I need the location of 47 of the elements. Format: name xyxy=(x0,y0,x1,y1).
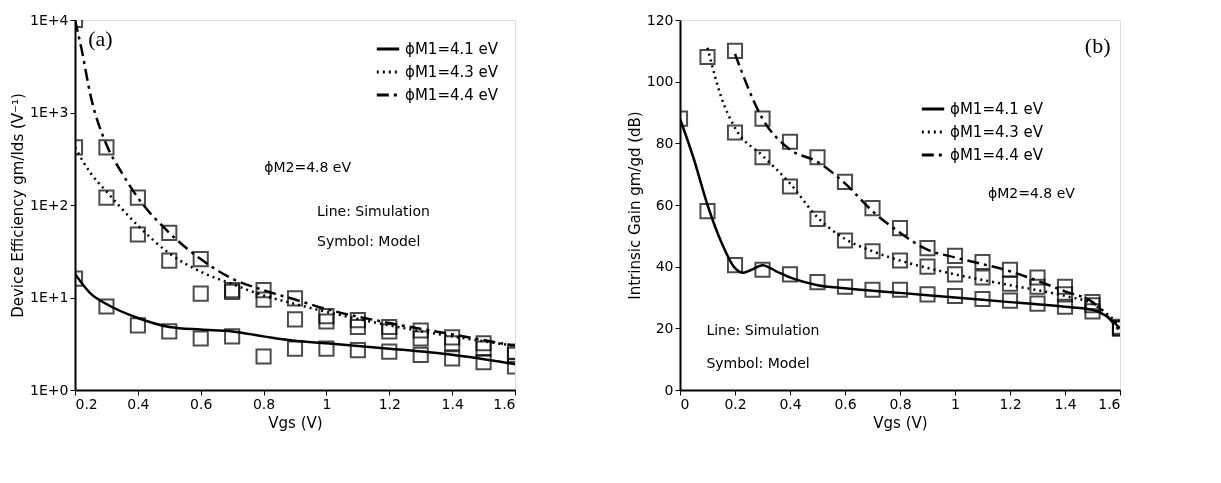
x-tick-label: 1.6 xyxy=(493,395,516,412)
x-tick-label: 0 xyxy=(680,395,690,412)
x-tick-label: 1.6 xyxy=(1098,395,1121,412)
y-tick-label: 120 xyxy=(646,11,674,28)
y-tick-label: 1E+2 xyxy=(30,196,69,213)
y-axis-title: Device Efficiency gm/Ids (V⁻¹) xyxy=(9,93,28,318)
x-tick-label: 0.6 xyxy=(190,395,213,412)
y-tick-label: 1E+1 xyxy=(30,289,69,305)
y-tick-label: 20 xyxy=(655,319,674,336)
y-tick-label: 40 xyxy=(655,258,674,275)
x-tick-label: 0.6 xyxy=(834,395,857,412)
y-tick-label: 1E+0 xyxy=(30,381,69,398)
annotation: Line: Simulation xyxy=(706,321,820,338)
x-tick-label: 1.2 xyxy=(378,395,401,412)
annotation: ϕM2=4.8 eV xyxy=(988,184,1076,201)
legend-label: ϕM1=4.4 eV xyxy=(405,86,499,104)
x-tick-label: 1.4 xyxy=(1054,395,1077,412)
legend-label: ϕM1=4.1 eV xyxy=(405,40,499,58)
x-tick-label: 1 xyxy=(322,395,332,412)
legend-label: ϕM1=4.3 eV xyxy=(405,63,499,81)
y-tick-label: 1E+4 xyxy=(30,11,69,28)
annotation: Symbol: Model xyxy=(317,233,421,249)
x-axis-title: Vgs (V) xyxy=(873,413,928,432)
x-tick-label: 0.8 xyxy=(889,395,912,412)
y-tick-label: 1E+3 xyxy=(30,104,69,120)
x-tick-label: 1.2 xyxy=(999,395,1022,412)
legend-label: ϕM1=4.4 eV xyxy=(950,146,1044,164)
annotation: Symbol: Model xyxy=(706,355,810,372)
x-tick-label: 0.2 xyxy=(75,395,98,412)
y-axis-title: Intrinsic Gain gm/gd (dB) xyxy=(625,111,644,300)
annotation: (a) xyxy=(88,25,113,51)
y-tick-label: 100 xyxy=(646,73,674,90)
annotation: (b) xyxy=(1084,32,1111,58)
annotation: Line: Simulation xyxy=(317,203,430,220)
y-tick-label: 80 xyxy=(655,134,674,151)
x-axis-title: Vgs (V) xyxy=(268,413,323,432)
legend-label: ϕM1=4.3 eV xyxy=(950,123,1044,141)
annotation: ϕM2=4.8 eV xyxy=(264,159,352,175)
x-tick-label: 0.4 xyxy=(127,395,150,412)
x-tick-label: 0.8 xyxy=(252,395,276,412)
legend-label: ϕM1=4.1 eV xyxy=(950,100,1044,118)
y-tick-label: 60 xyxy=(655,196,674,213)
x-tick-label: 0.2 xyxy=(724,395,747,412)
y-tick-label: 0 xyxy=(664,381,674,398)
x-tick-label: 1.4 xyxy=(441,395,464,412)
x-tick-label: 0.4 xyxy=(779,395,802,412)
x-tick-label: 1 xyxy=(951,395,960,412)
